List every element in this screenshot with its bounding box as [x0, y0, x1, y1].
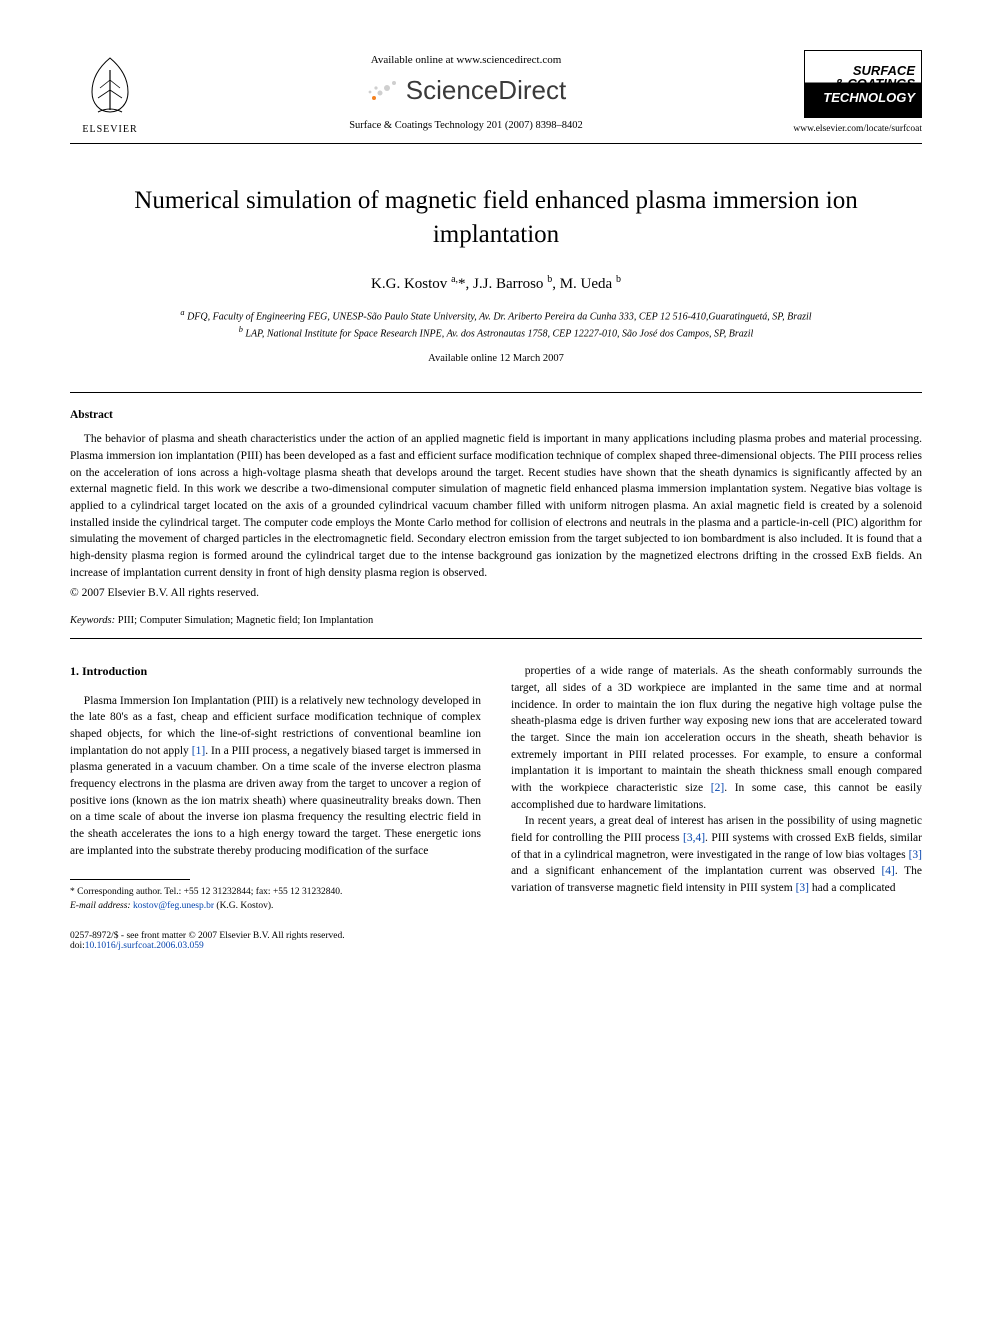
journal-logo-line3: TECHNOLOGY [823, 91, 915, 105]
intro-paragraph-1: Plasma Immersion Ion Implantation (PIII)… [70, 693, 481, 860]
author-list: K.G. Kostov a,*, J.J. Barroso b, M. Ueda… [70, 274, 922, 293]
column-left: 1. Introduction Plasma Immersion Ion Imp… [70, 663, 481, 913]
elsevier-logo-block: ELSEVIER [70, 50, 150, 135]
keywords: Keywords: PIII; Computer Simulation; Mag… [70, 615, 922, 626]
ref-link-3a[interactable]: [3] [909, 849, 922, 861]
corr-line1: * Corresponding author. Tel.: +55 12 312… [70, 886, 481, 899]
doi-link[interactable]: 10.1016/j.surfcoat.2006.03.059 [85, 941, 204, 951]
page-header: ELSEVIER Available online at www.science… [70, 50, 922, 135]
journal-logo-line2: & COATINGS [834, 77, 915, 91]
footnote-rule [70, 879, 190, 880]
corr-email-who: (K.G. Kostov). [216, 901, 273, 911]
article-title: Numerical simulation of magnetic field e… [70, 184, 922, 252]
corr-email-line: E-mail address: kostov@feg.unesp.br (K.G… [70, 900, 481, 913]
ref-link-1[interactable]: [1] [192, 745, 205, 757]
sciencedirect-wordmark: ScienceDirect [406, 75, 566, 106]
ref-link-2[interactable]: [2] [711, 782, 724, 794]
keywords-label: Keywords: [70, 615, 115, 626]
sciencedirect-wave-icon [366, 74, 398, 106]
doi-line: doi:10.1016/j.surfcoat.2006.03.059 [70, 941, 345, 951]
affiliations: a DFQ, Faculty of Engineering FEG, UNESP… [70, 307, 922, 342]
corr-email-link[interactable]: kostov@feg.unesp.br [133, 901, 214, 911]
footer-left: 0257-8972/$ - see front matter © 2007 El… [70, 931, 345, 951]
copyright-line: © 2007 Elsevier B.V. All rights reserved… [70, 587, 922, 599]
keywords-text: PIII; Computer Simulation; Magnetic fiel… [118, 615, 373, 626]
ref-link-3b[interactable]: [3] [796, 882, 809, 894]
abstract-bottom-rule [70, 638, 922, 639]
available-online-text: Available online at www.sciencedirect.co… [371, 54, 562, 66]
journal-logo-block: SURFACE & COATINGS TECHNOLOGY www.elsevi… [782, 50, 922, 134]
doi-label: doi: [70, 941, 85, 951]
sciencedirect-logo: ScienceDirect [366, 74, 566, 106]
elsevier-tree-icon [78, 50, 142, 122]
locate-url: www.elsevier.com/locate/surfcoat [793, 124, 922, 134]
column-right: properties of a wide range of materials.… [511, 663, 922, 913]
intro-paragraph-3: In recent years, a great deal of interes… [511, 813, 922, 896]
corr-email-label: E-mail address: [70, 901, 131, 911]
journal-reference: Surface & Coatings Technology 201 (2007)… [349, 120, 583, 131]
available-online-date: Available online 12 March 2007 [70, 353, 922, 364]
abstract-text: The behavior of plasma and sheath charac… [70, 431, 922, 581]
affiliation-a: a DFQ, Faculty of Engineering FEG, UNESP… [70, 307, 922, 324]
elsevier-label: ELSEVIER [82, 124, 137, 135]
affiliation-b: b LAP, National Institute for Space Rese… [70, 324, 922, 341]
page-footer: 0257-8972/$ - see front matter © 2007 El… [70, 931, 922, 951]
abstract-top-rule [70, 392, 922, 393]
intro-paragraph-2: properties of a wide range of materials.… [511, 663, 922, 813]
journal-logo-line1: SURFACE [853, 64, 915, 78]
journal-logo-box: SURFACE & COATINGS TECHNOLOGY [804, 50, 922, 118]
header-divider [70, 143, 922, 144]
issn-line: 0257-8972/$ - see front matter © 2007 El… [70, 931, 345, 941]
corresponding-author: * Corresponding author. Tel.: +55 12 312… [70, 886, 481, 913]
ref-link-4[interactable]: [4] [881, 865, 894, 877]
body-columns: 1. Introduction Plasma Immersion Ion Imp… [70, 663, 922, 913]
introduction-heading: 1. Introduction [70, 663, 481, 680]
center-header: Available online at www.sciencedirect.co… [150, 50, 782, 131]
ref-link-3-4[interactable]: [3,4] [683, 832, 705, 844]
abstract-label: Abstract [70, 409, 922, 421]
